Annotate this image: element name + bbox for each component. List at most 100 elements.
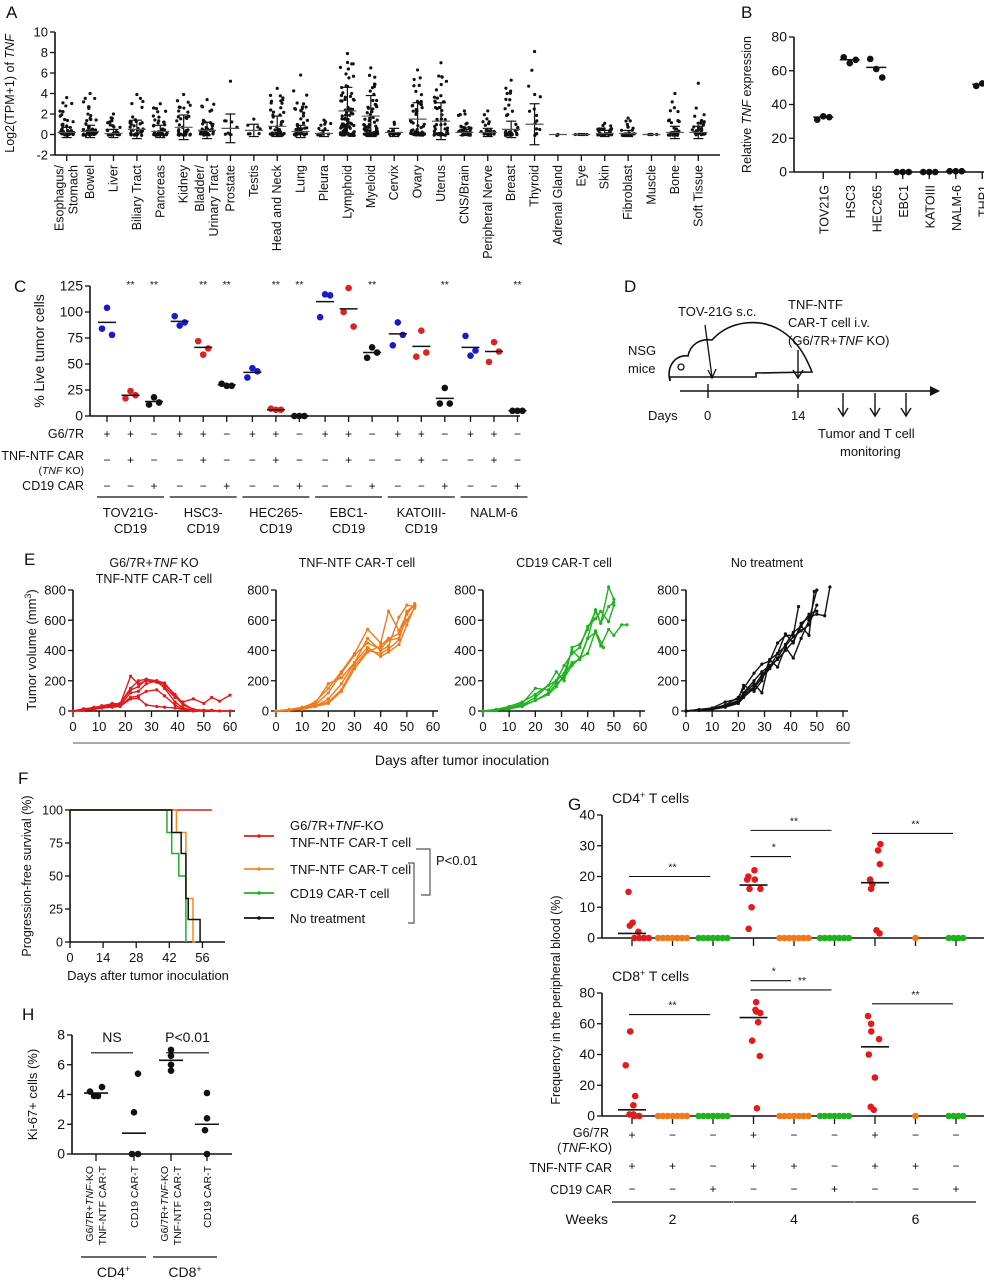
panel-c-data-point <box>98 325 106 332</box>
panel-a-data-point <box>514 131 519 135</box>
panel-c-sign: + <box>150 479 157 493</box>
day-mark-14: 14 <box>791 408 805 423</box>
panel-a-data-point <box>345 51 350 56</box>
panel-f-pvalue: P<0.01 <box>436 853 478 868</box>
panel-a-data-point <box>533 92 537 97</box>
panel-e-data-point <box>599 609 603 613</box>
panel-e-data-point <box>339 689 344 693</box>
panel-e-2-y-tick-label: 0 <box>469 704 476 719</box>
panel-a-data-point <box>532 49 537 54</box>
panel-g-data-point <box>912 934 919 942</box>
panel-c-data-point <box>150 393 158 401</box>
timeline-arrowhead-icon <box>930 386 940 396</box>
panel-a-data-point <box>489 128 493 133</box>
panel-a-data-point <box>411 109 415 113</box>
panel-f-legend-marker <box>257 916 261 920</box>
panel-e-data-point <box>723 700 727 704</box>
panel-g-data-point <box>805 934 812 942</box>
injection-arrow-icon <box>704 324 713 378</box>
panel-e-data-point <box>110 705 114 709</box>
panel-e-0-y-tick-label: 600 <box>44 613 66 628</box>
panel-g-sign: + <box>669 1159 676 1173</box>
panel-b-category-label: HSC3 <box>844 185 858 218</box>
panel-e-series-line <box>275 607 416 712</box>
panel-a-data-point <box>303 126 307 130</box>
panel-a-category-label: Adrenal Gland <box>551 165 565 245</box>
panel-a-data-point <box>417 83 421 87</box>
panel-e-data-point <box>741 686 746 690</box>
panel-e-data-point <box>791 639 795 644</box>
panel-a-data-point <box>339 93 344 98</box>
panel-e-data-point <box>217 709 222 713</box>
panel-e-data-point <box>612 633 616 637</box>
panel-c-significance: ** <box>368 279 376 291</box>
panel-a-data-point <box>293 106 297 111</box>
panel-e-3-y-tick-label: 200 <box>657 673 679 688</box>
panel-g-week-label: 6 <box>912 1211 920 1227</box>
panel-e-data-point <box>815 588 819 592</box>
panel-c-data-point <box>472 347 479 354</box>
panel-g-data-point <box>700 934 707 942</box>
panel-a-data-point <box>301 114 306 118</box>
panel-e-0-y-tick-label: 800 <box>44 583 66 598</box>
panel-a-data-point <box>278 94 282 98</box>
panel-e-data-point <box>684 709 688 713</box>
panel-g-sign: − <box>750 1182 757 1196</box>
panel-f-legend-label: CD19 CAR-T cell <box>290 886 390 901</box>
panel-c-sign: − <box>514 427 521 441</box>
panel-e-data-point <box>210 695 214 699</box>
panel-c-sign: + <box>418 453 425 467</box>
panel-a-data-point <box>503 107 507 111</box>
panel-e-data-point <box>533 698 537 703</box>
panel-a-y-tick-label: 10 <box>34 25 48 40</box>
panel-a-data-point <box>316 133 320 137</box>
panel-g-data-point <box>635 934 643 942</box>
panel-a-data-point <box>201 132 205 136</box>
panel-g-data-point <box>840 1112 848 1120</box>
panel-g-0-y-tick-label: 30 <box>579 837 595 853</box>
day-mark-0: 0 <box>704 408 711 423</box>
panel-e-data-point <box>397 615 401 619</box>
panel-a-category-label: Lung <box>294 165 308 193</box>
panel-g-data-point <box>867 1028 875 1035</box>
panel-e-data-point <box>136 682 141 686</box>
panel-a-data-point <box>625 122 629 127</box>
panel-e-data-point <box>155 688 159 692</box>
panel-g-subplot-title: CD8+ T cells <box>612 968 689 984</box>
panel-e-2-y-tick-label: 200 <box>454 673 476 688</box>
panel-c-sign: + <box>441 479 448 493</box>
panel-g-data-point <box>753 1105 761 1112</box>
panel-a-data-point <box>329 121 333 126</box>
panel-e-data-point <box>365 650 370 654</box>
panel-h-category-label: G6/7R+TNF-KO <box>159 1166 171 1242</box>
panel-e-x-tick-label: 20 <box>321 719 335 734</box>
panel-a-category-label: Liver <box>106 165 120 192</box>
panel-e-data-point <box>274 709 278 713</box>
panel-a-data-point <box>371 98 375 103</box>
panel-f-y-tick-label: 75 <box>49 837 63 851</box>
panel-a-category-label: Head and Neck <box>270 164 284 251</box>
panel-a-data-point <box>176 129 181 133</box>
panel-c-significance: ** <box>441 279 449 291</box>
panel-a-data-point <box>61 122 65 126</box>
panel-g-data-point <box>678 1112 686 1120</box>
panel-e-data-point <box>386 644 391 648</box>
panel-a-data-point <box>508 98 512 102</box>
panel-c-sign: − <box>296 427 303 441</box>
panel-e-data-point <box>752 671 756 675</box>
panel-e-data-point <box>562 679 566 683</box>
panel-h-data-point <box>94 1092 102 1100</box>
panel-a-data-point <box>151 114 155 118</box>
panel-g-data-point <box>867 1020 875 1028</box>
panel-a-data-point <box>439 94 443 98</box>
panel-a-data-point <box>440 75 444 79</box>
panel-a-data-point <box>89 114 93 118</box>
panel-a-data-point <box>71 120 75 124</box>
panel-c-data-point <box>155 399 163 406</box>
panel-g-data-point <box>674 1112 681 1120</box>
panel-c-sign: − <box>200 479 207 493</box>
panel-g-data-point <box>816 1112 824 1120</box>
panel-e-data-point <box>92 707 96 712</box>
panel-e-data-point <box>136 685 141 689</box>
panel-a-data-point <box>505 91 509 96</box>
